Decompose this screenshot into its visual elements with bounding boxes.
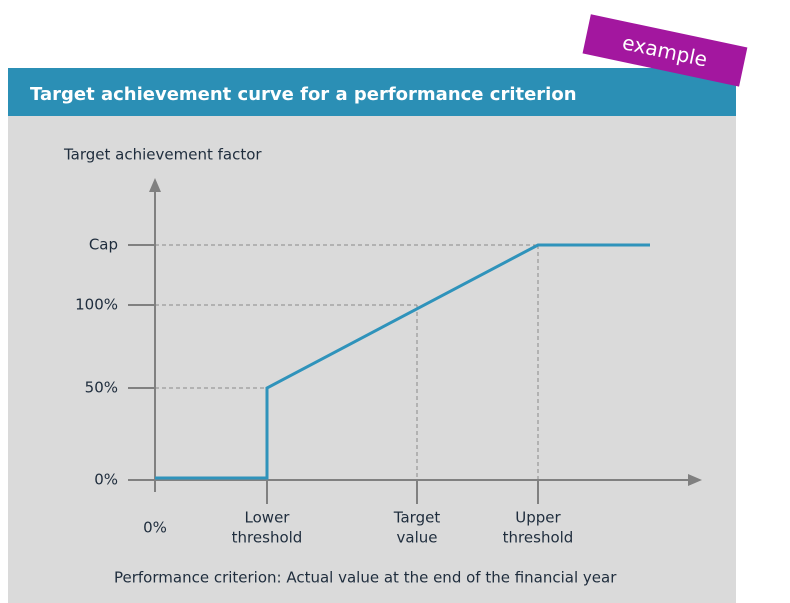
x-tick-label: 0% xyxy=(143,519,167,537)
y-tick-label: 0% xyxy=(94,471,118,489)
y-tick-label: 50% xyxy=(85,379,118,397)
y-tick-label: Cap xyxy=(89,236,118,254)
curve xyxy=(155,243,650,480)
y-tick-label: 100% xyxy=(75,296,118,314)
x-tick-label: Target xyxy=(393,509,441,527)
guides xyxy=(155,244,539,480)
badge-bg xyxy=(582,14,748,87)
x-tick-label: value xyxy=(397,529,438,547)
x-tick-label: Upper xyxy=(515,509,561,527)
x-tick-label: threshold xyxy=(503,529,574,547)
arrow xyxy=(149,178,161,192)
title: Target achievement curve for a performan… xyxy=(30,84,577,105)
x-tick-label: threshold xyxy=(232,529,303,547)
badge: example xyxy=(582,14,748,87)
arrow xyxy=(688,474,702,486)
x-tick-label: Lower xyxy=(245,509,291,527)
x-axis-title: Performance criterion: Actual value at t… xyxy=(114,569,617,587)
header-bar xyxy=(8,68,736,116)
axes xyxy=(128,178,702,504)
panel xyxy=(8,116,736,603)
y-axis-title: Target achievement factor xyxy=(63,146,262,164)
